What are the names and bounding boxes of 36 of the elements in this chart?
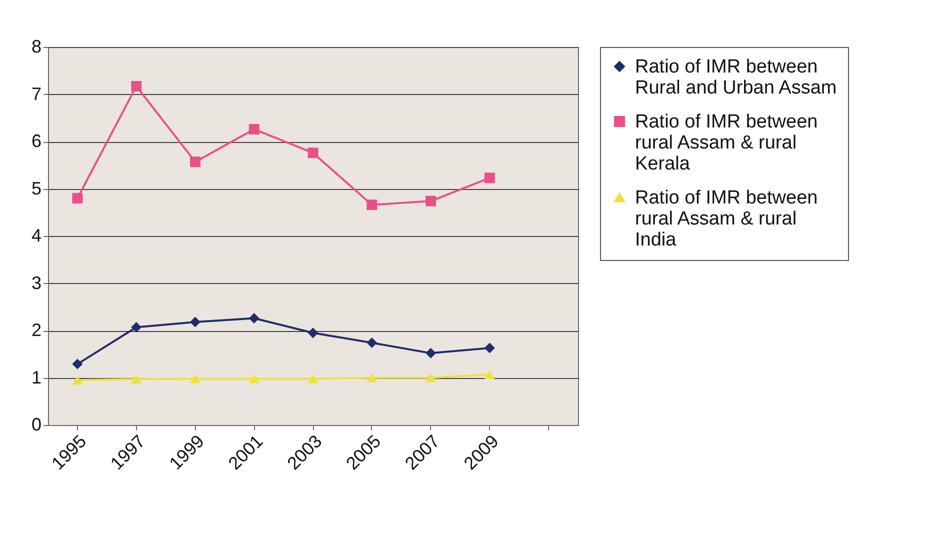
point bbox=[190, 374, 200, 384]
point bbox=[131, 80, 142, 92]
y-tick-label: 4 bbox=[31, 226, 42, 246]
point bbox=[248, 374, 260, 384]
y-tick-label: 5 bbox=[31, 178, 42, 198]
point bbox=[366, 200, 378, 210]
y-tick-label: 3 bbox=[31, 272, 42, 293]
point bbox=[72, 192, 83, 204]
point bbox=[308, 148, 318, 158]
y-tick-label: 6 bbox=[31, 131, 42, 151]
point bbox=[484, 172, 495, 184]
point bbox=[484, 342, 495, 354]
point bbox=[131, 322, 142, 332]
point bbox=[308, 328, 318, 338]
point bbox=[131, 374, 142, 384]
y-tick-label: 7 bbox=[31, 84, 42, 104]
point bbox=[72, 358, 83, 370]
point bbox=[426, 348, 436, 358]
y-tick-label: 0 bbox=[31, 414, 42, 434]
point bbox=[308, 374, 318, 384]
legend-label: Ratio of IMR between rural Assam & rural India bbox=[635, 188, 818, 250]
legend-label: Ratio of IMR between rural Assam & rural Kerala bbox=[635, 112, 818, 174]
y-tick-label: 2 bbox=[31, 320, 42, 340]
y-tick-label: 1 bbox=[31, 367, 42, 388]
point bbox=[248, 312, 260, 324]
point bbox=[248, 124, 260, 134]
point bbox=[484, 370, 495, 379]
point bbox=[72, 376, 83, 385]
y-tick-label: 8 bbox=[31, 36, 42, 56]
legend-label: Ratio of IMR between Rural and Urban Assam bbox=[635, 56, 837, 98]
point bbox=[190, 316, 200, 328]
point bbox=[190, 156, 200, 168]
point bbox=[426, 196, 436, 206]
point bbox=[366, 338, 378, 348]
point bbox=[426, 373, 436, 382]
point bbox=[366, 373, 378, 382]
